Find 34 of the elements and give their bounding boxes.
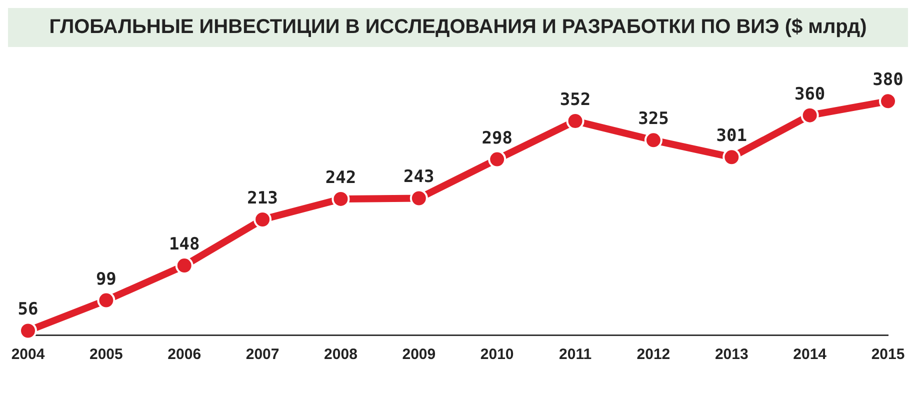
data-label: 242: [325, 168, 356, 188]
x-tick-label: 2008: [324, 346, 358, 364]
chart-title: ГЛОБАЛЬНЫЕ ИНВЕСТИЦИИ В ИССЛЕДОВАНИЯ И РАЗРАБОТКИ ПО ВИЭ ($ млрд): [8, 8, 908, 47]
x-tick-label: 2005: [89, 346, 123, 364]
data-label: 301: [716, 126, 747, 146]
point: [254, 210, 272, 229]
point: [722, 148, 741, 166]
point: [879, 92, 897, 110]
data-label: 243: [404, 167, 434, 188]
x-tick-label: 2011: [559, 346, 592, 364]
x-tick-label: 2015: [871, 346, 905, 364]
data-label: 352: [560, 90, 591, 110]
point: [800, 106, 819, 124]
x-tick-label: 2010: [480, 346, 514, 364]
x-tick-label: 2009: [402, 346, 436, 364]
x-tick-label: 2013: [714, 346, 748, 364]
data-label: 380: [872, 70, 904, 90]
point: [410, 189, 428, 208]
x-tick-label: 2006: [168, 346, 202, 364]
data-label: 99: [96, 269, 116, 290]
data-label: 325: [638, 109, 669, 130]
point: [644, 131, 662, 150]
data-label: 56: [18, 300, 38, 320]
x-tick-label: 2007: [246, 346, 280, 364]
point: [97, 291, 116, 310]
point: [488, 150, 506, 168]
point: [19, 322, 37, 340]
data-label: 213: [247, 188, 278, 209]
data-label: 360: [794, 84, 826, 104]
data-label: 298: [482, 128, 512, 148]
x-tick-label: 2014: [793, 346, 828, 364]
x-tick-label: 2004: [11, 346, 46, 364]
data-label: 148: [169, 234, 200, 255]
x-tick-label: 2012: [636, 346, 670, 364]
